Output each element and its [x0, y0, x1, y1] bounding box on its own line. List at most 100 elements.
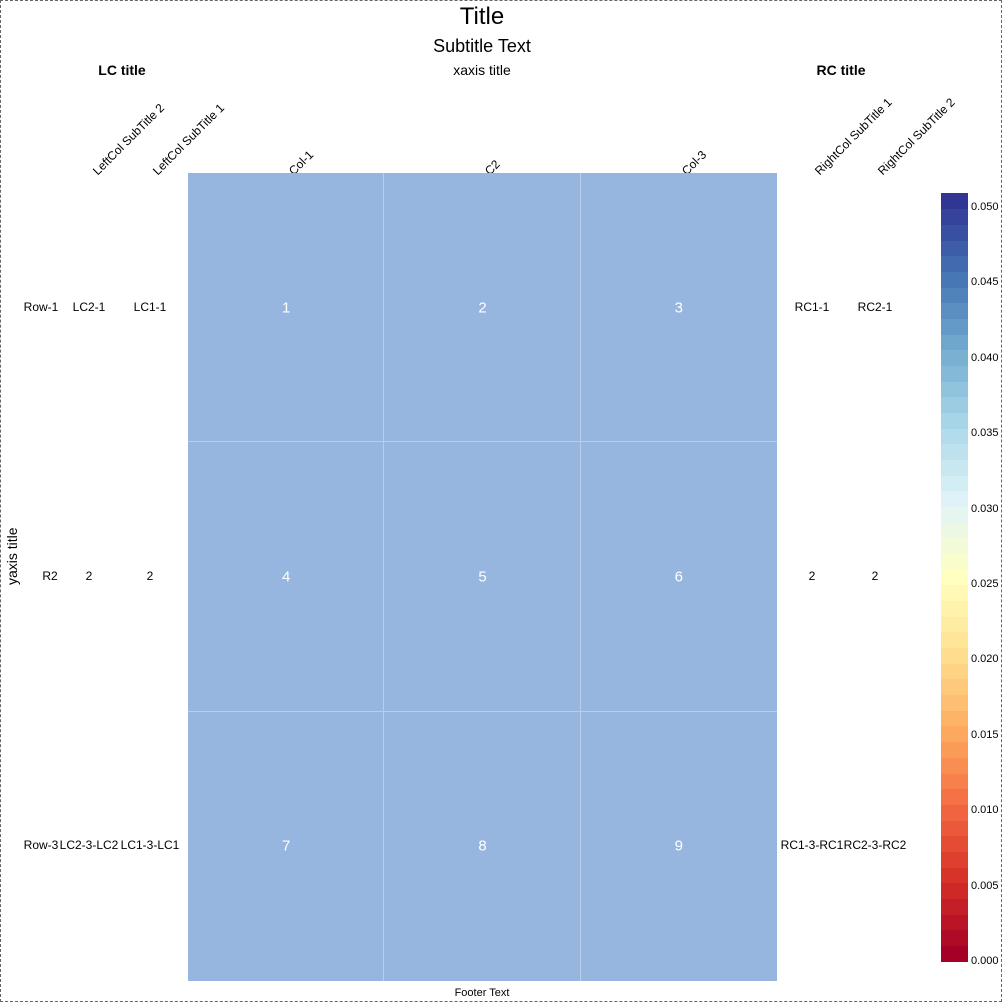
legend-tick-label: 0.020 [971, 653, 999, 666]
y-axis-title: yaxis title [4, 527, 20, 585]
heatmap-cell-label: 3 [674, 299, 683, 317]
legend-color-step [941, 193, 968, 210]
legend-color-step [941, 381, 968, 398]
heatmap-cell [384, 711, 580, 981]
legend-color-step [941, 349, 968, 366]
left-col-2-row-3: LC2-3-LC2 [59, 838, 119, 852]
legend-color-step [941, 741, 968, 758]
legend-color-step [941, 569, 968, 586]
legend-color-step [941, 318, 968, 335]
left-col-1-row-2: 2 [146, 569, 154, 583]
legend-color-step [941, 694, 968, 711]
legend-color-step [941, 835, 968, 852]
heatmap-cell-label: 8 [478, 837, 487, 855]
legend-color-step [941, 506, 968, 523]
legend-color-step [941, 882, 968, 899]
legend-color-step [941, 443, 968, 461]
legend-color-step [941, 647, 968, 664]
legend-color-step [941, 522, 968, 539]
legend-tick-label: 0.050 [971, 201, 999, 213]
legend-tick-label: 0.010 [971, 804, 999, 817]
heatmap-cell-label: 4 [281, 568, 291, 586]
row-label-3: Row-3 [23, 838, 59, 852]
legend-color-step [941, 913, 968, 931]
legend-color-step [941, 898, 968, 915]
legend-color-step [941, 678, 968, 696]
right-col-2-row-1: RC2-1 [857, 300, 893, 314]
left-col-2-row-1: LC2-1 [72, 300, 106, 314]
legend-color-step [941, 772, 968, 790]
legend-color-step [941, 365, 968, 382]
legend-color-step [941, 804, 968, 821]
legend-color-step [941, 929, 968, 946]
heatmap-cell-label: 7 [281, 837, 291, 855]
legend-color-step [941, 396, 968, 414]
left-columns-title: LC title [98, 62, 146, 78]
legend-color-step [941, 255, 968, 272]
legend-color-step [941, 710, 968, 727]
chart-title: Title [459, 3, 505, 30]
legend-tick-label: 0.025 [971, 578, 999, 590]
legend-color-step [941, 600, 968, 617]
legend-color-step [941, 866, 968, 884]
x-axis-title: xaxis title [453, 62, 511, 78]
legend-tick-label: 0.015 [971, 728, 999, 741]
legend-color-step [941, 631, 968, 649]
legend-color-step [941, 819, 968, 837]
legend-tick-label: 0.005 [971, 879, 999, 892]
heatmap-cell-label: 2 [478, 299, 487, 317]
footer-text: Footer Text [454, 987, 510, 999]
legend-color-step [941, 287, 968, 304]
heatmap-cell-label: 6 [674, 568, 683, 586]
legend-color-step [941, 428, 968, 445]
legend-tick-label: 0.040 [971, 351, 999, 364]
heatmap-cell-label: 9 [674, 837, 683, 855]
legend-color-step [941, 945, 968, 962]
legend-color-step [941, 490, 968, 508]
left-col-1-row-1: LC1-1 [133, 300, 167, 314]
heatmap-cell-label: 5 [478, 568, 487, 586]
heatmap-cell [580, 173, 777, 442]
heatmap-cell [188, 442, 384, 711]
legend-color-step [941, 208, 968, 225]
legend-tick-label: 0.045 [971, 276, 999, 289]
heatmap-cell [384, 442, 580, 711]
legend-color-bar [941, 193, 968, 962]
chart-subtitle: Subtitle Text [433, 36, 531, 56]
right-col-2-row-3: RC2-3-RC2 [843, 838, 907, 852]
legend-color-step [941, 851, 968, 868]
right-columns-title: RC title [816, 62, 866, 78]
left-col-2-row-2: 2 [85, 569, 93, 583]
legend-tick-label: 0.000 [971, 955, 999, 967]
legend-color-step [941, 240, 968, 257]
legend-color-step [941, 788, 968, 805]
row-label-2: R2 [42, 569, 58, 583]
heatmap-cell [580, 442, 777, 711]
legend-color-step [941, 224, 968, 241]
legend-color-step [941, 412, 968, 429]
legend-color-step [941, 334, 968, 351]
legend-tick-label: 0.035 [971, 427, 999, 440]
right-col-1-row-3: RC1-3-RC1 [780, 838, 844, 852]
right-col-1-row-2: 2 [808, 569, 816, 583]
left-col-1-row-3: LC1-3-LC1 [120, 838, 180, 852]
legend-color-step [941, 475, 968, 492]
legend-color-step [941, 725, 968, 743]
row-label-1: Row-1 [23, 300, 59, 314]
heatmap-cell-label: 1 [281, 299, 291, 317]
legend-color-step [941, 757, 968, 774]
heatmap-grid: 1 2 3 4 5 6 7 8 9 [188, 173, 777, 981]
right-col-1-row-1: RC1-1 [794, 300, 830, 314]
legend-color-step [941, 663, 968, 680]
heatmap-cell [188, 173, 384, 442]
legend-color-step [941, 553, 968, 570]
legend-color-step [941, 271, 968, 288]
legend-color-step [941, 459, 968, 476]
heatmap-cell [188, 711, 384, 981]
heatmap-cell [384, 173, 580, 442]
heatmap-cell [580, 711, 777, 981]
legend-color-step [941, 302, 968, 319]
legend-tick-label: 0.030 [971, 502, 999, 515]
legend-color-step [941, 584, 968, 602]
legend-color-step [941, 537, 968, 555]
